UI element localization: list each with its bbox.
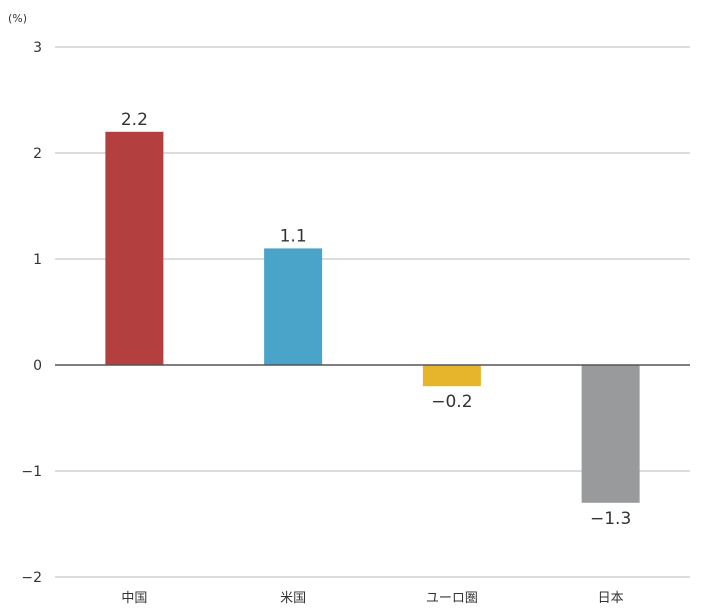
y-tick-label: 3 bbox=[33, 40, 42, 56]
data-label: 2.2 bbox=[121, 110, 148, 130]
data-label: 1.1 bbox=[280, 226, 307, 246]
y-tick-label: −2 bbox=[21, 570, 42, 586]
data-label: −0.2 bbox=[431, 392, 472, 412]
data-labels: 2.2 1.1 −0.2 −1.3 bbox=[121, 110, 631, 529]
category-label: 中国 bbox=[121, 591, 147, 606]
y-axis-tick-labels: 3 2 1 0 −1 −2 bbox=[21, 40, 42, 586]
bar bbox=[422, 365, 481, 387]
category-labels: 中国 米国 ユーロ圏 日本 bbox=[121, 591, 623, 606]
y-axis-unit-label: (%) bbox=[8, 12, 27, 25]
bar bbox=[105, 131, 164, 365]
category-label: 米国 bbox=[280, 591, 306, 606]
category-label: ユーロ圏 bbox=[426, 591, 478, 606]
y-tick-label: 0 bbox=[33, 358, 42, 374]
bar bbox=[581, 365, 640, 503]
data-label: −1.3 bbox=[590, 509, 631, 529]
bar bbox=[264, 248, 323, 365]
y-tick-label: 2 bbox=[33, 146, 42, 162]
bars bbox=[105, 131, 640, 503]
category-label: 日本 bbox=[598, 591, 624, 606]
y-tick-label: 1 bbox=[33, 252, 42, 268]
y-tick-label: −1 bbox=[21, 464, 42, 480]
